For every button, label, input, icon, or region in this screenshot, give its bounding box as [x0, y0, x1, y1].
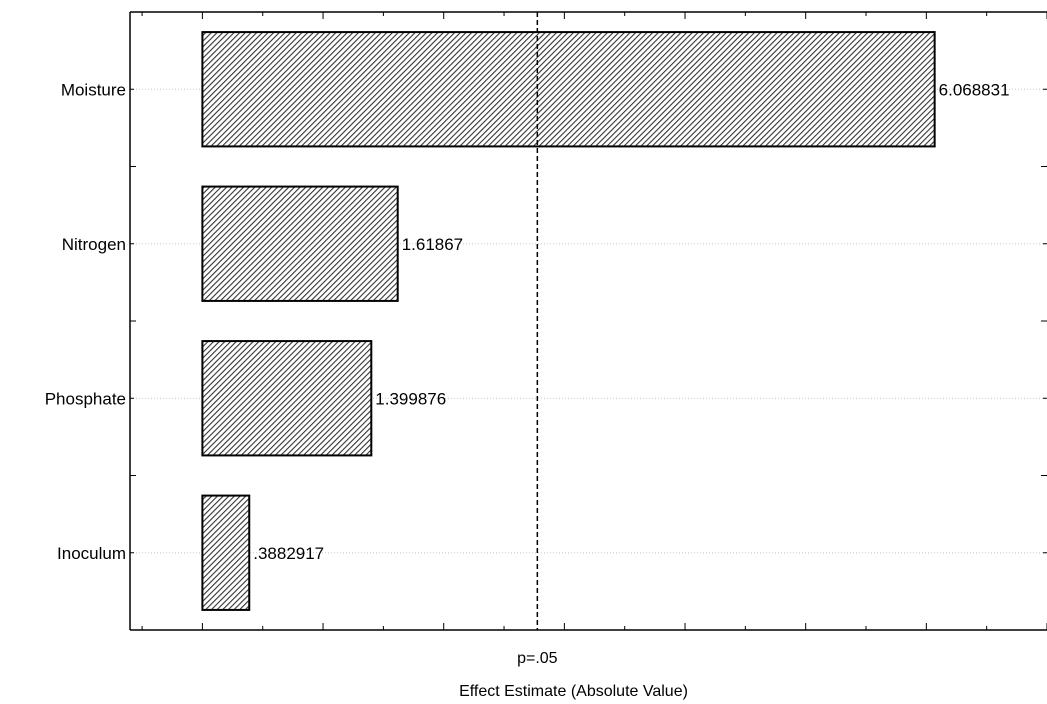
reference-line-label: p=.05 [517, 650, 558, 667]
bar-moisture [201, 31, 936, 148]
value-label: 1.399876 [375, 389, 446, 408]
bars [201, 31, 936, 611]
grid-lines [130, 88, 1047, 554]
category-label: Moisture [61, 80, 126, 99]
value-label: 6.068831 [939, 80, 1010, 99]
bar-nitrogen [201, 185, 399, 302]
value-label: 1.61867 [402, 235, 463, 254]
x-axis-title: Effect Estimate (Absolute Value) [459, 683, 688, 700]
category-label: Nitrogen [62, 235, 126, 254]
bar-inoculum [201, 494, 251, 611]
category-label: Phosphate [45, 389, 126, 408]
bar-phosphate [201, 340, 373, 457]
category-label: Inoculum [57, 544, 126, 563]
labels: Moisture 6.068831 Nitrogen 1.61867 Phosphate… [45, 80, 1010, 563]
value-label: .3882917 [253, 544, 324, 563]
plot-frame [129, 11, 1047, 631]
